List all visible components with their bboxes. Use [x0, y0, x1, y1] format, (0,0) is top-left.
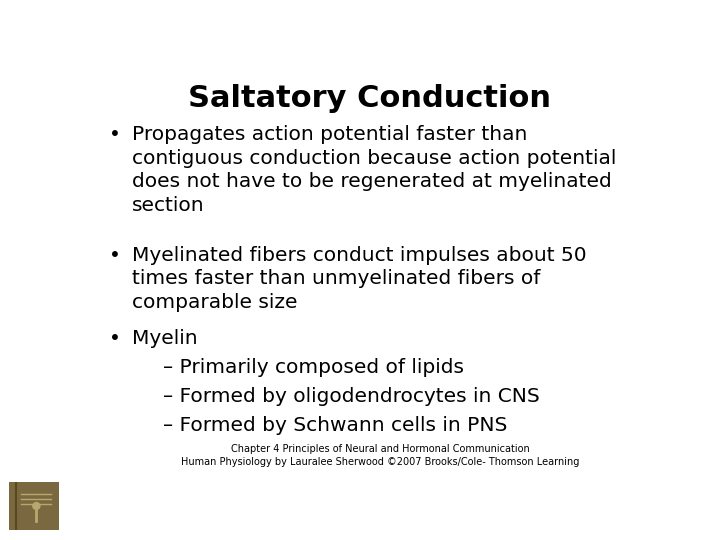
Text: Propagates action potential faster than
contiguous conduction because action pot: Propagates action potential faster than …: [132, 125, 616, 214]
Text: •: •: [109, 329, 121, 348]
Text: •: •: [109, 125, 121, 144]
Text: •: •: [109, 246, 121, 265]
Text: Myelin: Myelin: [132, 329, 197, 348]
Text: – Formed by oligodendrocytes in CNS: – Formed by oligodendrocytes in CNS: [163, 387, 539, 406]
Text: Saltatory Conduction: Saltatory Conduction: [187, 84, 551, 112]
Text: Myelinated fibers conduct impulses about 50
times faster than unmyelinated fiber: Myelinated fibers conduct impulses about…: [132, 246, 587, 312]
Circle shape: [33, 503, 40, 509]
Text: – Formed by Schwann cells in PNS: – Formed by Schwann cells in PNS: [163, 416, 507, 435]
Text: – Primarily composed of lipids: – Primarily composed of lipids: [163, 358, 464, 377]
Text: Chapter 4 Principles of Neural and Hormonal Communication
Human Physiology by La: Chapter 4 Principles of Neural and Hormo…: [181, 444, 580, 467]
